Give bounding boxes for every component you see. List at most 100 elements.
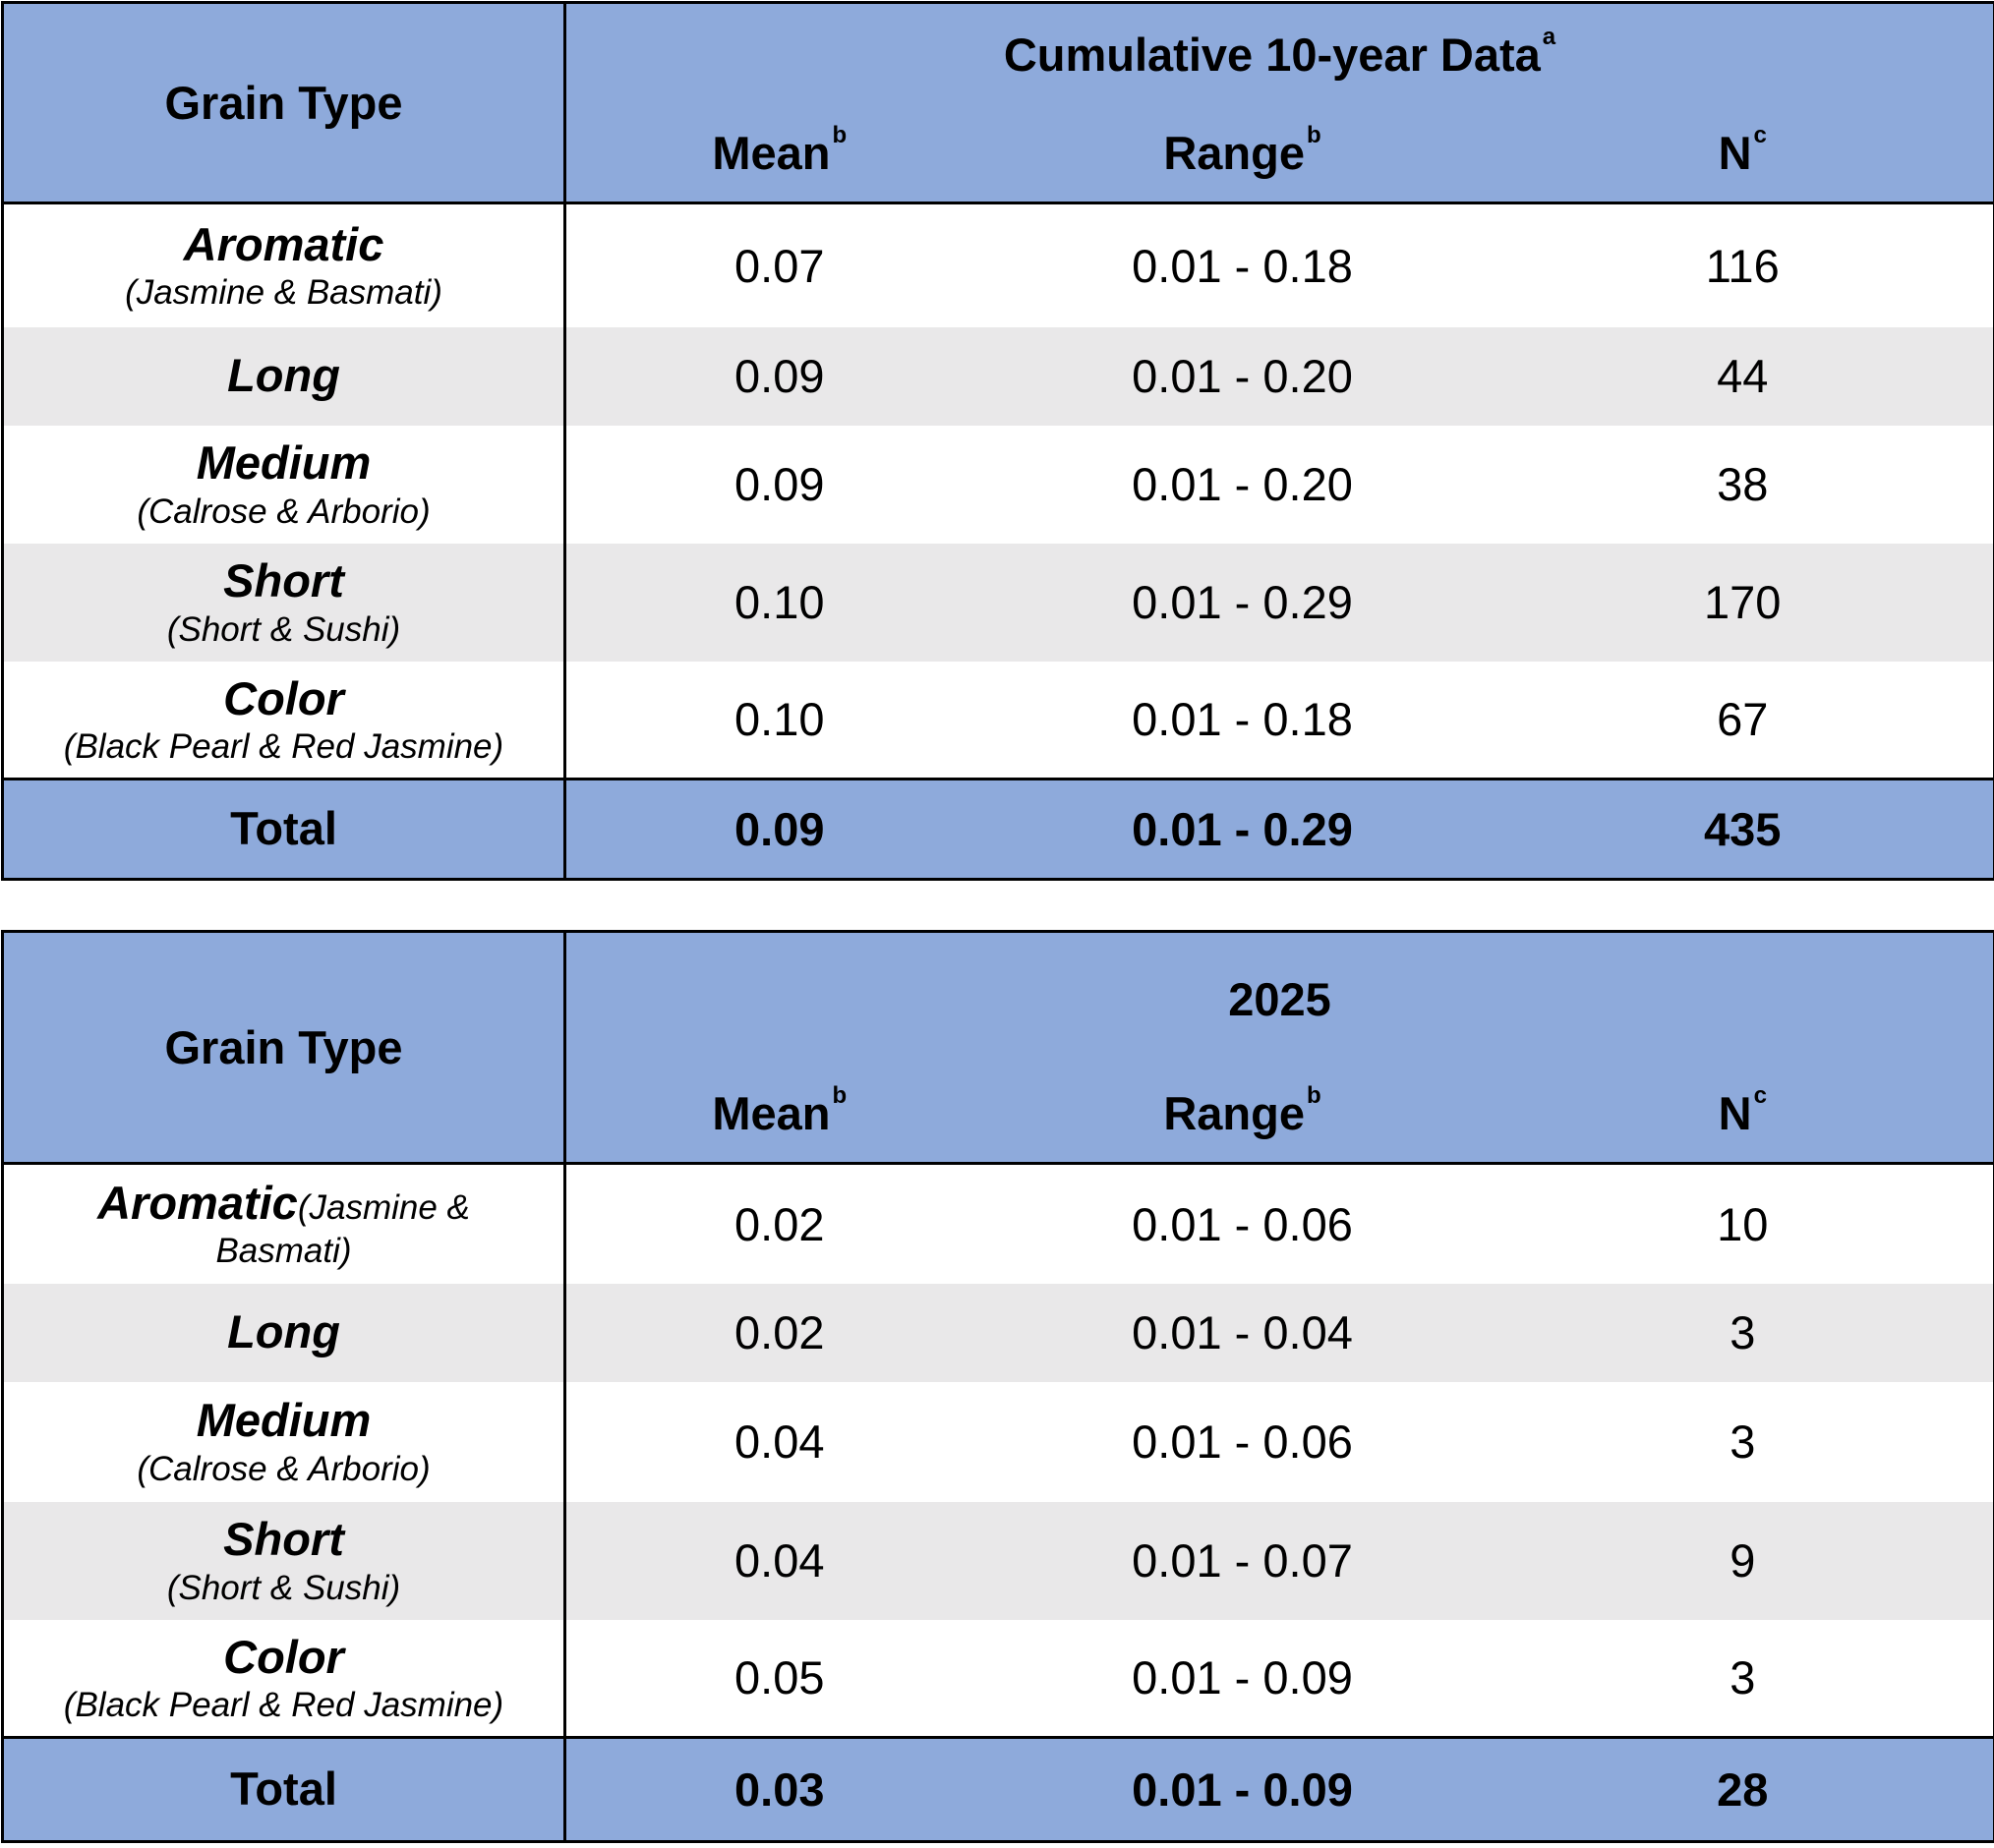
n-header-label: N [1718, 1087, 1752, 1140]
grain-type-name: Short [223, 554, 344, 607]
grain-type-name: Aromatic [97, 1177, 298, 1230]
range-header: Rangeb [992, 104, 1493, 204]
table-row: Color (Black Pearl & Red Jasmine) 0.05 0.… [2, 1619, 1994, 1738]
section-title-text: Cumulative 10-year Data [1003, 28, 1541, 81]
table-header-row: Grain Type Cumulative 10-year Dataa [2, 2, 1994, 204]
mean-value: 0.02 [564, 1163, 993, 1284]
n-value: 44 [1492, 326, 1994, 426]
mean-value: 0.07 [564, 202, 993, 327]
cumulative-data-table: Grain Type Cumulative 10-year Dataa Mean… [1, 1, 1994, 881]
n-value: 3 [1492, 1619, 1994, 1738]
grain-type-name: Aromatic [183, 218, 384, 271]
grain-type-varieties: (Jasmine & [297, 1188, 470, 1228]
n-header: Nc [1492, 1065, 1994, 1165]
grain-type-cell: Short (Short & Sushi) [2, 543, 566, 662]
mean-value: 0.04 [564, 1501, 993, 1620]
table-row: Medium (Calrose & Arborio) 0.09 0.01 - 0.… [2, 425, 1994, 544]
grain-type-name: Long [227, 349, 340, 402]
n-value: 10 [1492, 1163, 1994, 1284]
grain-type-cell: Short (Short & Sushi) [2, 1501, 566, 1620]
grain-type-varieties: (Black Pearl & Red Jasmine) [63, 726, 504, 766]
range-value: 0.01 - 0.09 [992, 1619, 1493, 1738]
table-row: Short (Short & Sushi) 0.04 0.01 - 0.07 9 [2, 1501, 1994, 1620]
grain-type-name: Medium [196, 1394, 372, 1447]
mean-header-label: Mean [712, 1087, 831, 1140]
n-value: 38 [1492, 425, 1994, 544]
total-mean-value: 0.09 [564, 778, 993, 880]
grain-type-varieties: (Short & Sushi) [166, 1568, 401, 1607]
mean-value: 0.10 [564, 543, 993, 662]
footnote-marker: b [832, 1082, 848, 1110]
grain-type-name: Color [223, 1630, 344, 1683]
grain-type-name: Short [223, 1513, 344, 1566]
grain-type-varieties: (Black Pearl & Red Jasmine) [63, 1685, 504, 1724]
grain-type-cell: Aromatic (Jasmine & Basmati) [2, 202, 566, 327]
mean-value: 0.04 [564, 1381, 993, 1502]
grain-type-varieties: (Calrose & Arborio) [137, 491, 431, 531]
total-n-value: 435 [1492, 778, 1994, 880]
total-range-value: 0.01 - 0.29 [992, 778, 1493, 880]
total-row: Total 0.09 0.01 - 0.29 435 [2, 778, 1994, 880]
footnote-marker: c [1753, 122, 1767, 149]
grain-type-varieties: (Calrose & Arborio) [137, 1449, 431, 1488]
range-value: 0.01 - 0.18 [992, 661, 1493, 780]
grain-type-cell: Aromatic(Jasmine & Basmati) [2, 1163, 566, 1284]
total-row: Total 0.03 0.01 - 0.09 28 [2, 1736, 1994, 1842]
grain-type-cell: Medium (Calrose & Arborio) [2, 425, 566, 544]
table-row: Aromatic(Jasmine & Basmati) 0.02 0.01 - 0… [2, 1163, 1994, 1284]
range-value: 0.01 - 0.04 [992, 1283, 1493, 1382]
total-range-value: 0.01 - 0.09 [992, 1736, 1493, 1842]
grain-type-name: Medium [196, 436, 372, 490]
mean-value: 0.10 [564, 661, 993, 780]
grain-type-name: Color [223, 671, 344, 724]
section-title: 2025 [564, 931, 1994, 1066]
mean-header: Meanb [564, 1065, 993, 1165]
range-value: 0.01 - 0.20 [992, 326, 1493, 426]
range-value: 0.01 - 0.07 [992, 1501, 1493, 1620]
grain-type-cell: Long [2, 326, 566, 426]
section-title: Cumulative 10-year Dataa [564, 2, 1994, 105]
grain-type-header: Grain Type [2, 2, 566, 204]
n-value: 3 [1492, 1283, 1994, 1382]
grain-type-cell: Medium (Calrose & Arborio) [2, 1381, 566, 1502]
mean-value: 0.09 [564, 326, 993, 426]
grain-type-varieties: (Jasmine & Basmati) [125, 273, 442, 313]
table-row: Long 0.02 0.01 - 0.04 3 [2, 1283, 1994, 1382]
footnote-marker: b [832, 122, 848, 149]
range-header-label: Range [1163, 127, 1305, 180]
range-header: Rangeb [992, 1065, 1493, 1165]
section-title-text: 2025 [1228, 972, 1331, 1025]
range-value: 0.01 - 0.29 [992, 543, 1493, 662]
table-row: Color (Black Pearl & Red Jasmine) 0.10 0.… [2, 661, 1994, 780]
table-row: Medium (Calrose & Arborio) 0.04 0.01 - 0.… [2, 1381, 1994, 1502]
range-value: 0.01 - 0.18 [992, 202, 1493, 327]
n-header: Nc [1492, 104, 1994, 204]
table-row: Long 0.09 0.01 - 0.20 44 [2, 326, 1994, 426]
grain-type-cell: Long [2, 1283, 566, 1382]
grain-type-varieties: (Short & Sushi) [166, 609, 401, 649]
mean-value: 0.02 [564, 1283, 993, 1382]
footnote-marker: c [1753, 1082, 1767, 1110]
n-value: 170 [1492, 543, 1994, 662]
range-header-label: Range [1163, 1087, 1305, 1140]
table-row: Aromatic (Jasmine & Basmati) 0.07 0.01 - … [2, 202, 1994, 327]
footnote-marker: b [1306, 122, 1321, 149]
range-value: 0.01 - 0.06 [992, 1163, 1493, 1284]
grain-type-name: Long [227, 1305, 340, 1358]
n-value: 116 [1492, 202, 1994, 327]
year-2025-table: Grain Type 2025 Meanb Rangeb Nc Aromatic… [1, 930, 1994, 1843]
total-label: Total [2, 778, 566, 880]
grain-type-header: Grain Type [2, 931, 566, 1165]
grain-type-cell: Color (Black Pearl & Red Jasmine) [2, 661, 566, 780]
column-header-row: Meanb Rangeb Nc [3, 1065, 1994, 1165]
n-value: 3 [1492, 1381, 1994, 1502]
table-row: Short (Short & Sushi) 0.10 0.01 - 0.29 17… [2, 543, 1994, 662]
mean-header: Meanb [564, 104, 993, 204]
grain-type-cell: Color (Black Pearl & Red Jasmine) [2, 1619, 566, 1738]
mean-header-label: Mean [712, 127, 831, 180]
footnote-marker: b [1306, 1082, 1321, 1110]
range-value: 0.01 - 0.06 [992, 1381, 1493, 1502]
grain-type-varieties-cont: Basmati) [215, 1232, 352, 1271]
mean-value: 0.05 [564, 1619, 993, 1738]
column-header-row: Meanb Rangeb Nc [3, 104, 1994, 204]
